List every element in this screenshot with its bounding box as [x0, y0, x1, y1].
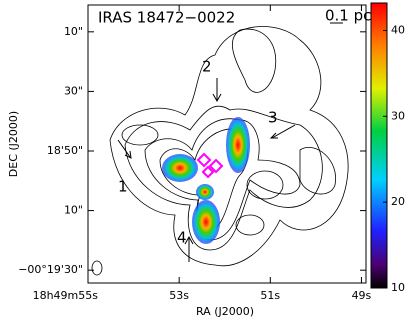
x-tick-label: 49s: [352, 289, 372, 302]
arrows: [117, 22, 343, 262]
y-tick-label: 18'50": [47, 144, 83, 157]
emission: [162, 117, 250, 244]
x-tick-label: 53s: [169, 289, 189, 302]
y-tick-label: 10": [64, 25, 83, 38]
colorbar: [370, 2, 388, 289]
y-axis-label: DEC (J2000): [7, 111, 20, 177]
colorbar-tick-label: 40: [391, 23, 405, 36]
y-tick-label: 10": [64, 204, 83, 217]
x-tick-label: 51s: [260, 289, 280, 302]
annotation: 2: [202, 58, 212, 76]
chart-title: IRAS 18472−0022: [98, 9, 235, 27]
scale-bar-label: 0.1 pc: [325, 7, 371, 25]
y-tick-label: −00°19'30": [18, 263, 83, 276]
annotation: 1: [118, 178, 128, 196]
colorbar-tick-label: 20: [391, 195, 405, 208]
x-tick-label: 18h49m55s: [33, 289, 99, 302]
annotation: 4: [177, 229, 187, 247]
x-axis-label: RA (J2000): [196, 305, 254, 318]
y-tick-label: 30": [64, 84, 83, 97]
contours: [91, 26, 349, 276]
annotation: 3: [268, 109, 278, 127]
colorbar-tick-label: 10: [391, 281, 405, 294]
colorbar-tick-label: 30: [391, 109, 405, 122]
